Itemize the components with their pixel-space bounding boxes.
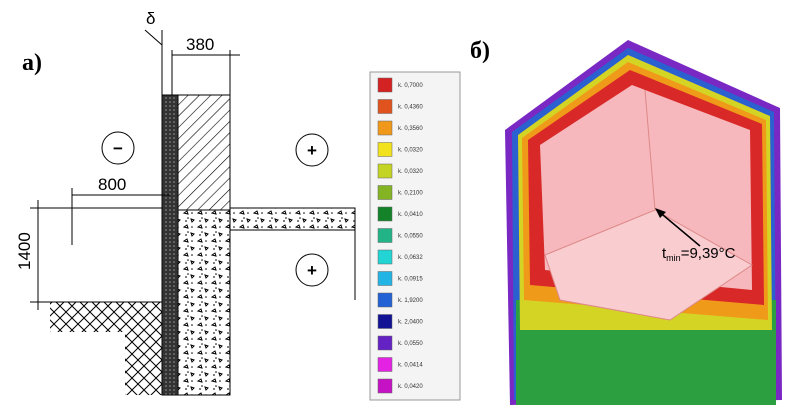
legend-label: k. 0,0420 xyxy=(398,384,423,390)
insulation xyxy=(162,95,178,395)
figure: а) δ 380 800 1400 − + + k. 0,7000 k. 0,43… xyxy=(0,0,785,412)
dimension-label: 800 xyxy=(98,175,126,194)
dimension-label: 1400 xyxy=(15,232,34,270)
legend-label: k. 1,9200 xyxy=(398,298,423,304)
legend-label: k. 0,0915 xyxy=(398,277,423,283)
legend-swatch xyxy=(378,121,392,135)
legend-swatch xyxy=(378,336,392,350)
ground xyxy=(125,332,162,395)
legend-swatch xyxy=(378,78,392,92)
annotation-value: =9,39°C xyxy=(681,245,736,262)
legend-swatch xyxy=(378,293,392,307)
wall xyxy=(178,95,230,210)
legend-label: k. 0,0320 xyxy=(398,169,423,175)
legend-label: k. 0,0550 xyxy=(398,341,423,347)
foundation xyxy=(178,210,230,395)
legend-swatch xyxy=(378,207,392,221)
panel-label: б) xyxy=(470,38,490,64)
legend-swatch xyxy=(378,358,392,372)
sign: + xyxy=(307,261,317,280)
legend-swatch xyxy=(378,164,392,178)
legend-label: k. 2,0400 xyxy=(398,320,423,326)
legend-swatch xyxy=(378,250,392,264)
legend-swatch xyxy=(378,143,392,157)
legend-label: k. 0,0414 xyxy=(398,363,423,369)
legend: k. 0,7000 k. 0,4360 k. 0,3560 k. 0,0320 k. 0… xyxy=(378,78,423,393)
legend-label: k. 0,0320 xyxy=(398,148,423,154)
panel-b xyxy=(505,40,782,405)
legend-swatch xyxy=(378,272,392,286)
legend-swatch xyxy=(378,315,392,329)
dimension-label: 380 xyxy=(186,35,214,54)
legend-label: k. 0,0410 xyxy=(398,212,423,218)
leader xyxy=(145,30,162,45)
annotation-sub: min xyxy=(666,253,681,263)
sign: − xyxy=(113,139,123,158)
legend-label: k. 0,4360 xyxy=(398,105,423,111)
legend-swatch xyxy=(378,100,392,114)
panel-label: а) xyxy=(22,50,42,76)
legend-label: k. 0,0550 xyxy=(398,234,423,240)
ground xyxy=(50,302,162,332)
sign: + xyxy=(307,141,317,160)
legend-swatch xyxy=(378,379,392,393)
legend-label: k. 0,0632 xyxy=(398,255,423,261)
panel-a xyxy=(30,30,355,395)
delta-label: δ xyxy=(146,9,155,28)
legend-swatch xyxy=(378,186,392,200)
legend-label: k. 0,7000 xyxy=(398,83,423,89)
slab xyxy=(230,208,355,230)
legend-label: k. 0,3560 xyxy=(398,126,423,132)
legend-swatch xyxy=(378,229,392,243)
legend-label: k. 0,2100 xyxy=(398,191,423,197)
